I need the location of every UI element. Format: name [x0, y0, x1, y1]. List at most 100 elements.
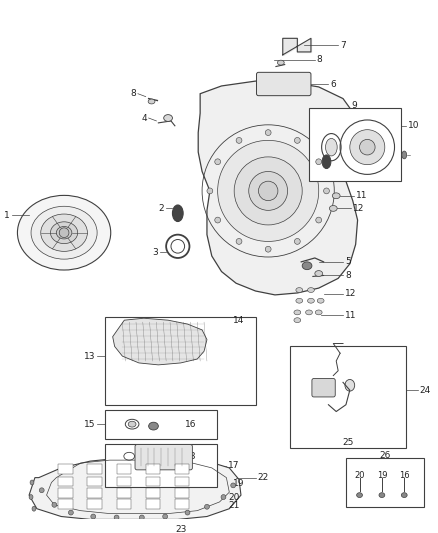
Ellipse shape — [148, 422, 159, 430]
Bar — [117, 464, 131, 474]
Bar — [88, 464, 102, 474]
Ellipse shape — [113, 532, 117, 533]
Ellipse shape — [128, 421, 136, 427]
Bar — [175, 488, 190, 498]
Bar — [175, 464, 190, 474]
Text: 6: 6 — [330, 79, 336, 88]
Ellipse shape — [317, 298, 324, 303]
Text: 7: 7 — [340, 41, 346, 50]
Text: 5: 5 — [345, 257, 351, 266]
Circle shape — [350, 130, 385, 165]
Text: 24: 24 — [420, 386, 431, 394]
Circle shape — [234, 157, 302, 225]
Ellipse shape — [103, 524, 107, 528]
Ellipse shape — [164, 115, 173, 122]
Text: 17: 17 — [228, 462, 240, 471]
Circle shape — [316, 217, 321, 223]
Circle shape — [294, 138, 300, 143]
Text: 11: 11 — [356, 191, 367, 200]
Ellipse shape — [307, 288, 314, 293]
Ellipse shape — [98, 532, 102, 533]
Circle shape — [265, 130, 271, 135]
Text: 16: 16 — [399, 471, 410, 480]
Ellipse shape — [306, 310, 312, 315]
Text: 2: 2 — [340, 155, 346, 163]
Bar — [175, 477, 190, 487]
Polygon shape — [29, 458, 241, 520]
Bar — [146, 464, 160, 474]
Circle shape — [236, 138, 242, 143]
Bar — [146, 499, 160, 508]
Circle shape — [294, 238, 300, 244]
Ellipse shape — [30, 480, 34, 485]
Circle shape — [218, 140, 319, 241]
Bar — [105, 443, 217, 487]
Circle shape — [258, 181, 278, 200]
Ellipse shape — [91, 514, 95, 519]
Text: 8: 8 — [345, 271, 351, 280]
Text: 4: 4 — [141, 114, 147, 123]
Ellipse shape — [221, 495, 226, 499]
Ellipse shape — [18, 196, 111, 270]
Ellipse shape — [173, 205, 183, 222]
Bar — [58, 499, 73, 508]
Ellipse shape — [52, 503, 57, 507]
Ellipse shape — [148, 99, 155, 104]
Ellipse shape — [332, 193, 340, 199]
Bar — [117, 488, 131, 498]
FancyBboxPatch shape — [135, 445, 192, 470]
Ellipse shape — [296, 298, 303, 303]
Polygon shape — [198, 81, 360, 295]
Text: 2: 2 — [159, 204, 164, 213]
Text: 1: 1 — [4, 211, 10, 220]
Bar — [105, 317, 255, 405]
Ellipse shape — [50, 222, 78, 244]
Ellipse shape — [29, 495, 33, 499]
Ellipse shape — [379, 492, 385, 497]
Ellipse shape — [139, 515, 144, 520]
Ellipse shape — [84, 532, 88, 533]
Text: 8: 8 — [317, 55, 322, 64]
Text: 3: 3 — [152, 248, 159, 256]
Ellipse shape — [185, 510, 190, 515]
Ellipse shape — [41, 214, 88, 252]
Bar — [88, 477, 102, 487]
Circle shape — [207, 188, 213, 194]
Ellipse shape — [307, 298, 314, 303]
Ellipse shape — [296, 288, 303, 293]
Text: 12: 12 — [353, 204, 364, 213]
Ellipse shape — [315, 271, 323, 277]
Bar — [117, 477, 131, 487]
Ellipse shape — [231, 483, 236, 488]
Ellipse shape — [315, 310, 322, 315]
Text: 10: 10 — [408, 122, 420, 130]
Ellipse shape — [329, 206, 337, 211]
Ellipse shape — [68, 510, 73, 515]
Ellipse shape — [402, 151, 406, 159]
Text: 12: 12 — [345, 289, 357, 298]
Ellipse shape — [345, 379, 355, 391]
Polygon shape — [113, 318, 207, 365]
Bar — [58, 464, 73, 474]
Circle shape — [265, 246, 271, 252]
Circle shape — [59, 228, 69, 238]
Circle shape — [360, 140, 375, 155]
FancyBboxPatch shape — [312, 378, 335, 397]
Circle shape — [215, 159, 221, 165]
Ellipse shape — [325, 139, 337, 156]
Ellipse shape — [117, 524, 121, 528]
Circle shape — [215, 217, 221, 223]
Text: 20: 20 — [354, 471, 365, 480]
Ellipse shape — [294, 318, 301, 322]
Text: 11: 11 — [345, 311, 357, 320]
Text: 20: 20 — [228, 492, 240, 502]
Text: 19: 19 — [233, 479, 245, 488]
Bar — [58, 477, 73, 487]
Circle shape — [236, 238, 242, 244]
Circle shape — [171, 239, 184, 253]
Text: 13: 13 — [84, 352, 95, 361]
Ellipse shape — [401, 492, 407, 497]
Bar — [346, 458, 424, 507]
Ellipse shape — [32, 506, 36, 511]
Ellipse shape — [205, 504, 209, 509]
